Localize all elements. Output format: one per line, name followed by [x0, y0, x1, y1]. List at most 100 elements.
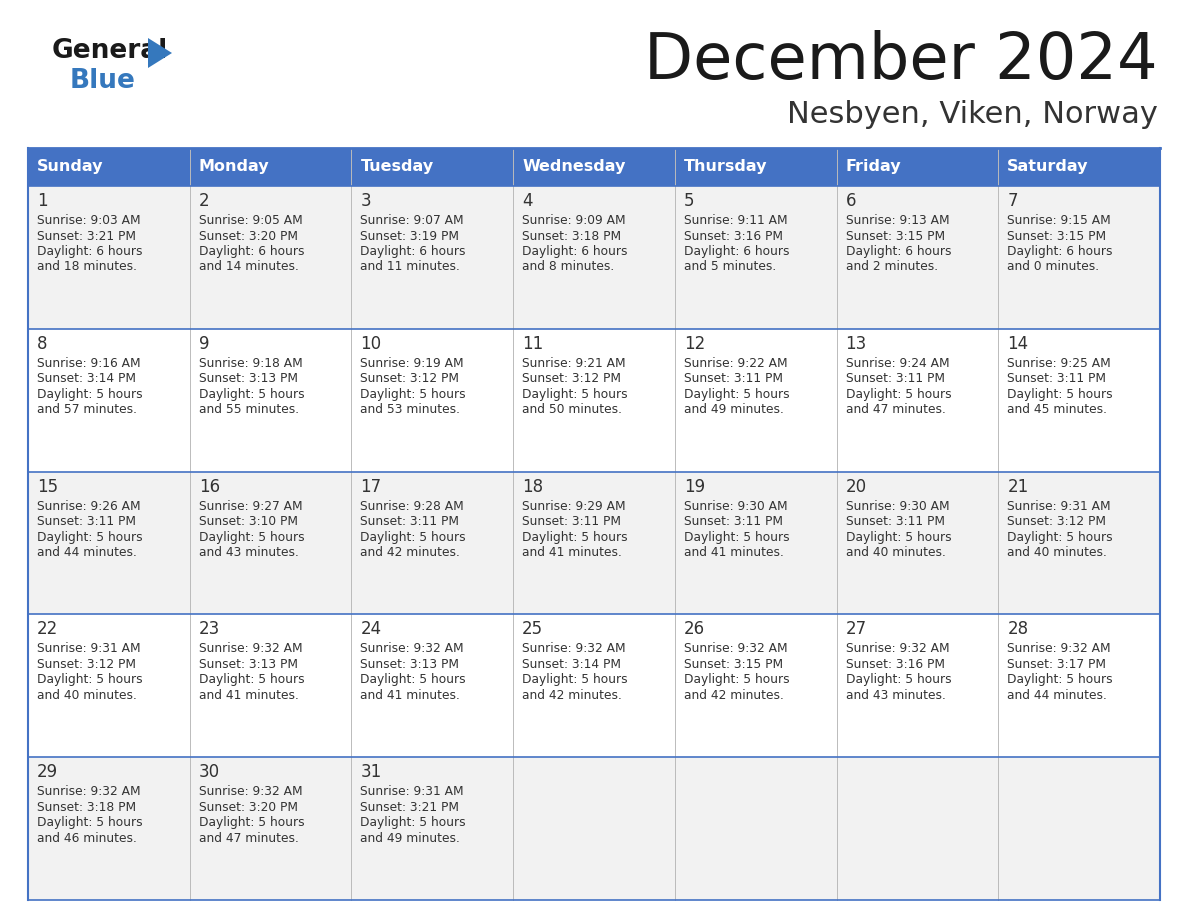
Text: Sunset: 3:11 PM: Sunset: 3:11 PM — [360, 515, 460, 528]
Text: Sunrise: 9:31 AM: Sunrise: 9:31 AM — [360, 785, 465, 798]
Text: 14: 14 — [1007, 335, 1029, 353]
Bar — [29, 757, 1159, 900]
Text: Daylight: 6 hours: Daylight: 6 hours — [360, 245, 466, 258]
Text: Sunset: 3:11 PM: Sunset: 3:11 PM — [523, 515, 621, 528]
Text: Sunrise: 9:13 AM: Sunrise: 9:13 AM — [846, 214, 949, 227]
Text: Daylight: 5 hours: Daylight: 5 hours — [198, 531, 304, 543]
Text: and 57 minutes.: and 57 minutes. — [37, 403, 137, 416]
Text: Sunset: 3:20 PM: Sunset: 3:20 PM — [198, 800, 298, 813]
Text: Saturday: Saturday — [1007, 160, 1088, 174]
Text: Daylight: 6 hours: Daylight: 6 hours — [198, 245, 304, 258]
Text: Wednesday: Wednesday — [523, 160, 626, 174]
Text: and 47 minutes.: and 47 minutes. — [198, 832, 298, 845]
Text: Sunrise: 9:18 AM: Sunrise: 9:18 AM — [198, 357, 303, 370]
Text: Daylight: 5 hours: Daylight: 5 hours — [523, 674, 627, 687]
Text: Sunrise: 9:32 AM: Sunrise: 9:32 AM — [198, 785, 302, 798]
Text: December 2024: December 2024 — [644, 30, 1158, 92]
Text: 26: 26 — [684, 621, 704, 638]
Text: and 40 minutes.: and 40 minutes. — [846, 546, 946, 559]
Text: Sunset: 3:18 PM: Sunset: 3:18 PM — [523, 230, 621, 242]
Text: Sunset: 3:11 PM: Sunset: 3:11 PM — [684, 373, 783, 386]
Text: and 49 minutes.: and 49 minutes. — [684, 403, 784, 416]
Text: Sunrise: 9:21 AM: Sunrise: 9:21 AM — [523, 357, 626, 370]
Text: 21: 21 — [1007, 477, 1029, 496]
Bar — [29, 148, 190, 186]
Text: Sunrise: 9:15 AM: Sunrise: 9:15 AM — [1007, 214, 1111, 227]
Text: 29: 29 — [37, 763, 58, 781]
Text: Sunset: 3:15 PM: Sunset: 3:15 PM — [1007, 230, 1106, 242]
Text: and 45 minutes.: and 45 minutes. — [1007, 403, 1107, 416]
Text: Sunset: 3:13 PM: Sunset: 3:13 PM — [198, 658, 298, 671]
Text: Sunset: 3:11 PM: Sunset: 3:11 PM — [1007, 373, 1106, 386]
Bar — [836, 148, 998, 186]
Text: 6: 6 — [846, 192, 857, 210]
Text: 19: 19 — [684, 477, 704, 496]
Text: 25: 25 — [523, 621, 543, 638]
Text: Daylight: 6 hours: Daylight: 6 hours — [37, 245, 143, 258]
Text: Daylight: 5 hours: Daylight: 5 hours — [684, 387, 790, 401]
Text: Sunset: 3:12 PM: Sunset: 3:12 PM — [523, 373, 621, 386]
Text: Daylight: 5 hours: Daylight: 5 hours — [360, 531, 466, 543]
Text: Sunset: 3:18 PM: Sunset: 3:18 PM — [37, 800, 137, 813]
Text: and 41 minutes.: and 41 minutes. — [523, 546, 623, 559]
Bar — [675, 148, 836, 186]
Text: Sunset: 3:11 PM: Sunset: 3:11 PM — [37, 515, 135, 528]
Text: and 49 minutes.: and 49 minutes. — [360, 832, 460, 845]
Text: and 5 minutes.: and 5 minutes. — [684, 261, 776, 274]
Text: Daylight: 6 hours: Daylight: 6 hours — [684, 245, 789, 258]
Text: Daylight: 5 hours: Daylight: 5 hours — [846, 387, 952, 401]
Text: Daylight: 5 hours: Daylight: 5 hours — [198, 674, 304, 687]
Text: Daylight: 5 hours: Daylight: 5 hours — [37, 531, 143, 543]
Text: Daylight: 5 hours: Daylight: 5 hours — [523, 531, 627, 543]
Text: Sunset: 3:16 PM: Sunset: 3:16 PM — [846, 658, 944, 671]
Text: and 42 minutes.: and 42 minutes. — [523, 688, 623, 702]
Text: Sunrise: 9:28 AM: Sunrise: 9:28 AM — [360, 499, 465, 512]
Text: Daylight: 5 hours: Daylight: 5 hours — [523, 387, 627, 401]
Text: and 18 minutes.: and 18 minutes. — [37, 261, 137, 274]
Text: and 42 minutes.: and 42 minutes. — [684, 688, 784, 702]
Text: Sunset: 3:14 PM: Sunset: 3:14 PM — [523, 658, 621, 671]
Bar — [29, 472, 1159, 614]
Text: and 50 minutes.: and 50 minutes. — [523, 403, 623, 416]
Text: and 41 minutes.: and 41 minutes. — [684, 546, 784, 559]
Text: Sunset: 3:12 PM: Sunset: 3:12 PM — [1007, 515, 1106, 528]
Text: 22: 22 — [37, 621, 58, 638]
Text: and 11 minutes.: and 11 minutes. — [360, 261, 460, 274]
Text: Sunset: 3:13 PM: Sunset: 3:13 PM — [198, 373, 298, 386]
Text: Sunrise: 9:25 AM: Sunrise: 9:25 AM — [1007, 357, 1111, 370]
Text: Sunrise: 9:32 AM: Sunrise: 9:32 AM — [523, 643, 626, 655]
Text: Sunset: 3:14 PM: Sunset: 3:14 PM — [37, 373, 135, 386]
Text: Sunrise: 9:30 AM: Sunrise: 9:30 AM — [684, 499, 788, 512]
Text: Sunset: 3:10 PM: Sunset: 3:10 PM — [198, 515, 298, 528]
Text: Sunset: 3:15 PM: Sunset: 3:15 PM — [684, 658, 783, 671]
Text: Thursday: Thursday — [684, 160, 767, 174]
Text: Sunrise: 9:32 AM: Sunrise: 9:32 AM — [1007, 643, 1111, 655]
Text: 11: 11 — [523, 335, 543, 353]
Text: Sunrise: 9:32 AM: Sunrise: 9:32 AM — [198, 643, 302, 655]
Bar — [190, 148, 352, 186]
Text: Daylight: 5 hours: Daylight: 5 hours — [684, 674, 790, 687]
Text: 4: 4 — [523, 192, 532, 210]
Text: Sunrise: 9:05 AM: Sunrise: 9:05 AM — [198, 214, 303, 227]
Text: Sunset: 3:11 PM: Sunset: 3:11 PM — [684, 515, 783, 528]
Text: 24: 24 — [360, 621, 381, 638]
Text: 28: 28 — [1007, 621, 1029, 638]
Text: Sunrise: 9:03 AM: Sunrise: 9:03 AM — [37, 214, 140, 227]
Text: 15: 15 — [37, 477, 58, 496]
Text: 3: 3 — [360, 192, 371, 210]
Bar — [998, 148, 1159, 186]
Text: Daylight: 6 hours: Daylight: 6 hours — [523, 245, 627, 258]
Text: 12: 12 — [684, 335, 706, 353]
Text: Sunrise: 9:31 AM: Sunrise: 9:31 AM — [1007, 499, 1111, 512]
Text: Sunrise: 9:32 AM: Sunrise: 9:32 AM — [360, 643, 465, 655]
Text: Sunset: 3:15 PM: Sunset: 3:15 PM — [846, 230, 944, 242]
Text: Sunrise: 9:24 AM: Sunrise: 9:24 AM — [846, 357, 949, 370]
Text: and 53 minutes.: and 53 minutes. — [360, 403, 461, 416]
Text: Sunrise: 9:32 AM: Sunrise: 9:32 AM — [37, 785, 140, 798]
Text: Daylight: 5 hours: Daylight: 5 hours — [846, 674, 952, 687]
Text: and 41 minutes.: and 41 minutes. — [360, 688, 460, 702]
Text: Daylight: 5 hours: Daylight: 5 hours — [360, 387, 466, 401]
Text: Daylight: 5 hours: Daylight: 5 hours — [1007, 531, 1113, 543]
Text: and 8 minutes.: and 8 minutes. — [523, 261, 614, 274]
Text: Sunrise: 9:19 AM: Sunrise: 9:19 AM — [360, 357, 465, 370]
